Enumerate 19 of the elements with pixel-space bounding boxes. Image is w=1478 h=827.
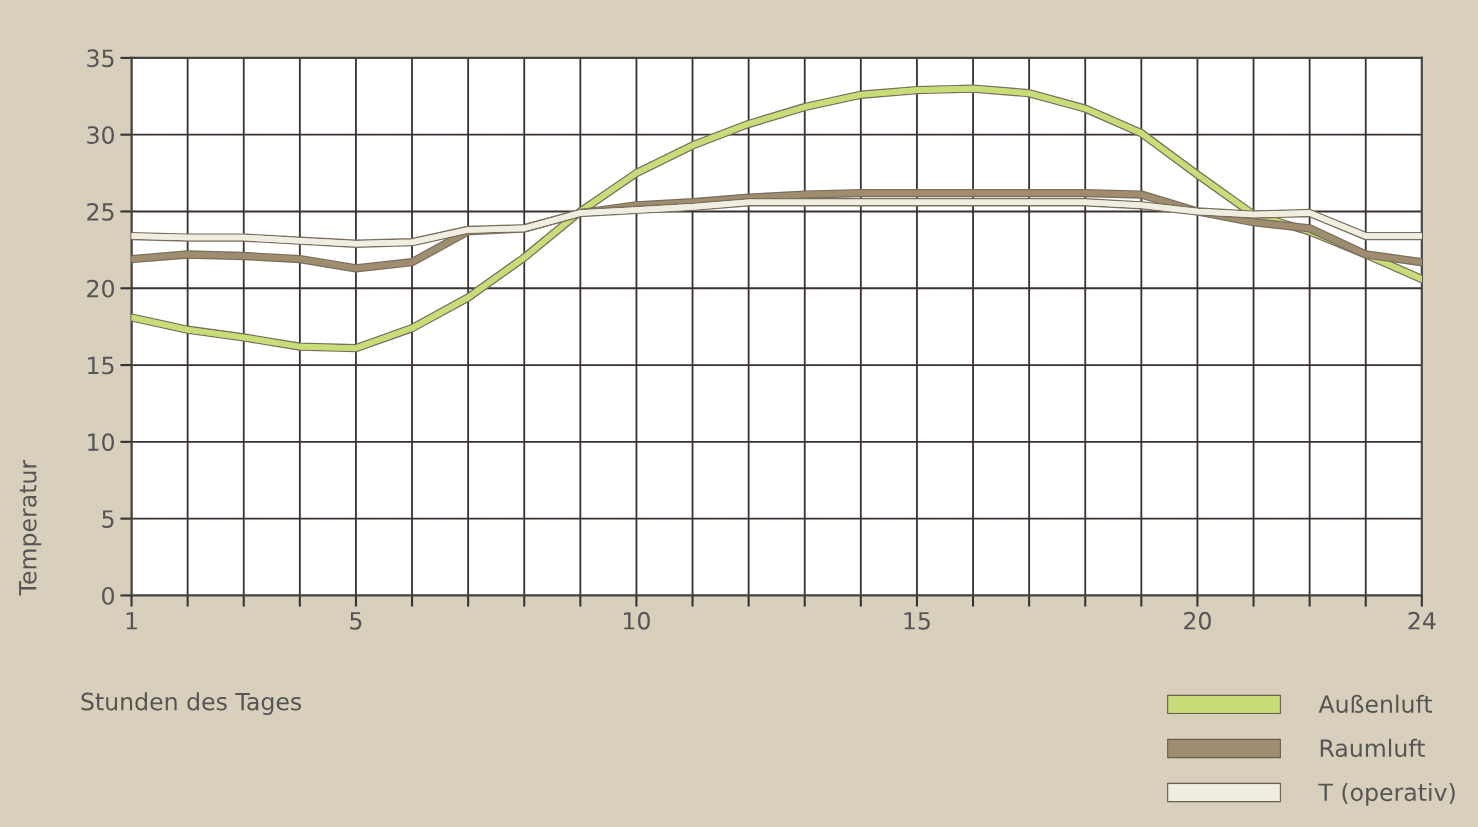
y-tick-label: 25 — [87, 202, 114, 221]
y-axis-title: Temperatur — [19, 459, 42, 596]
legend-label: T (operativ) — [1318, 782, 1455, 806]
legend-label: Außenluft — [1318, 694, 1433, 713]
x-tick-label: 10 — [624, 611, 650, 630]
x-tick-label: 5 — [350, 612, 362, 630]
y-tick-label: 10 — [88, 433, 114, 452]
y-tick-label: 30 — [87, 126, 114, 144]
x-axis-title: Stunden des Tages — [81, 692, 302, 716]
y-tick-label: 20 — [87, 279, 114, 298]
y-tick-label: 15 — [88, 356, 114, 375]
y-tick-label: 35 — [87, 49, 114, 68]
x-tick-label: 15 — [904, 612, 930, 630]
y-tick-label: 5 — [102, 510, 114, 528]
x-tick-label: 20 — [1184, 611, 1211, 630]
x-tick-label: 24 — [1408, 611, 1436, 630]
x-tick-label: 1 — [126, 612, 137, 630]
legend-label: Raumluft — [1320, 738, 1425, 758]
y-tick-label: 0 — [102, 586, 114, 605]
